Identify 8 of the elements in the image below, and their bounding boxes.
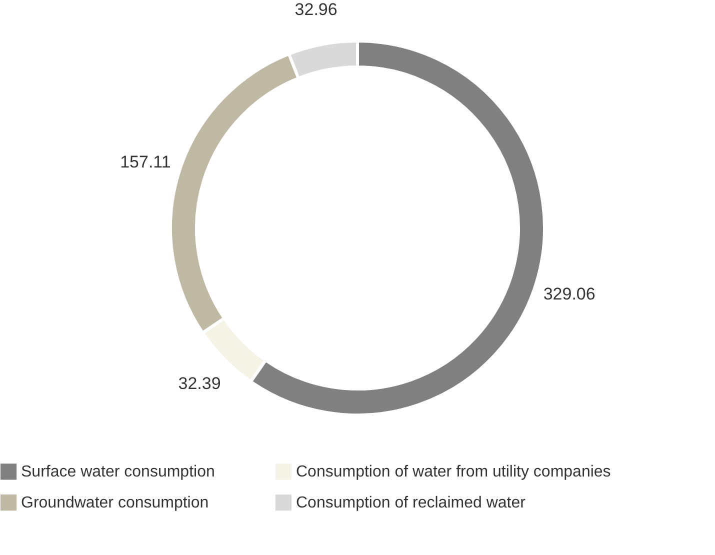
data-label: 32.39 (178, 374, 221, 393)
data-label: 32.96 (294, 0, 338, 19)
data-label: 157.11 (120, 152, 171, 172)
legend-label: Surface water consumption (21, 464, 215, 481)
legend-label: Groundwater consumption (21, 494, 209, 512)
legend-label: Consumption of reclaimed water (296, 494, 526, 512)
data-label: 329.06 (543, 284, 596, 304)
legend-label: Consumption of water from utility companies (296, 464, 611, 481)
